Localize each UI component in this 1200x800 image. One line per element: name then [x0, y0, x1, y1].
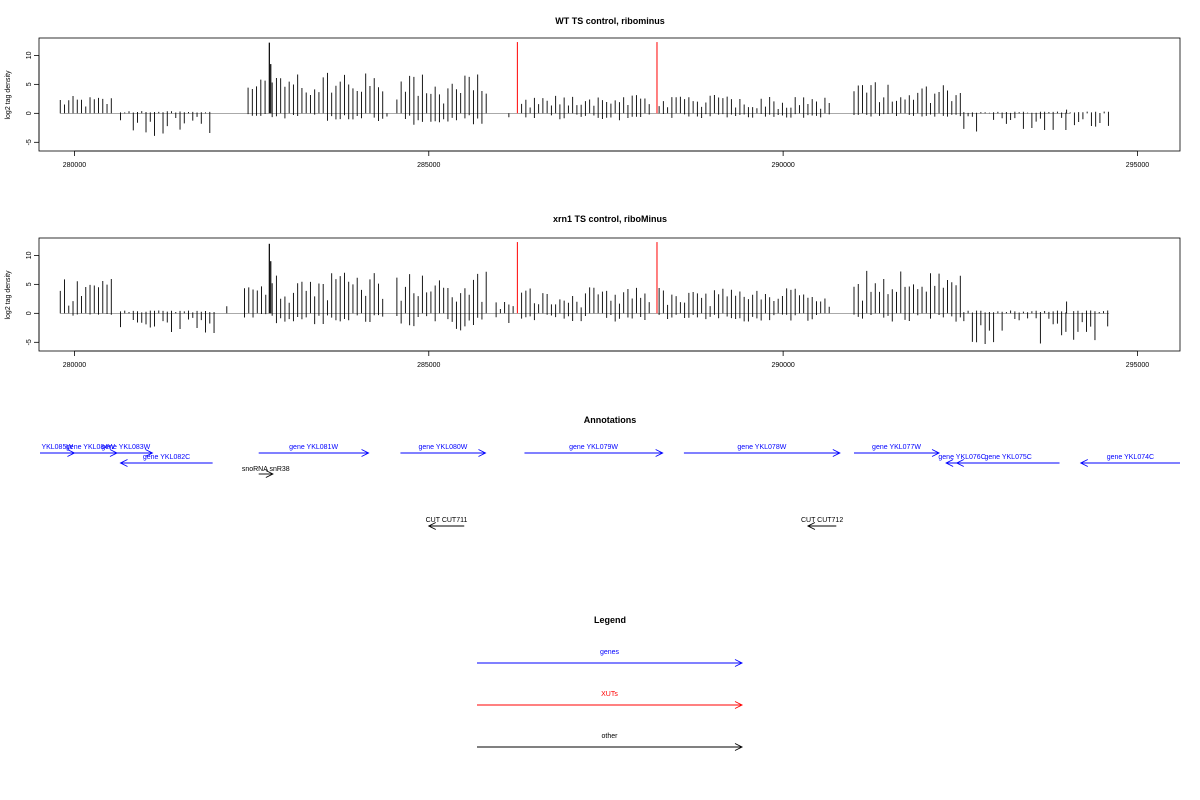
- y-axis: -5 0 5 10: [26, 251, 40, 345]
- coverage-marks: [59, 243, 1110, 345]
- legend-item: genes: [477, 649, 744, 667]
- coverage-marks: [59, 42, 1109, 136]
- annotation-feature: gene YKL074C: [1079, 454, 1180, 467]
- feature-label: gene YKL080W: [418, 444, 467, 451]
- legend-arrow-head: [734, 743, 744, 751]
- feature-arrow-head: [1079, 459, 1088, 467]
- annotation-feature: snoRNA snR38: [242, 466, 290, 478]
- annotation-feature: gene YKL078W: [683, 444, 841, 457]
- feature-label: gene YKL074C: [1107, 454, 1154, 461]
- feature-label: gene YKL077W: [872, 444, 921, 451]
- legend-arrow-head: [734, 701, 744, 709]
- legend-label: genes: [600, 649, 620, 656]
- feature-label: YKL085W: [41, 444, 73, 451]
- legend-items: genes XUTs other: [477, 649, 744, 751]
- panel-title: xrn1 TS control, riboMinus: [553, 214, 667, 224]
- panel-title: WT TS control, ribominus: [555, 16, 665, 26]
- y-axis-label: log2 tag density: [5, 270, 12, 320]
- legend-label: other: [602, 733, 619, 740]
- feature-label: CUT CUT711: [426, 517, 468, 524]
- annotation-feature: gene YKL075C: [955, 454, 1060, 467]
- x-tick-label: 280000: [63, 162, 86, 169]
- feature-arrow-head: [931, 449, 941, 457]
- x-axis: 280000 285000 290000 295000: [63, 150, 1149, 169]
- y-axis: -5 0 5 10: [26, 51, 40, 145]
- y-tick-label: 5: [26, 282, 33, 286]
- annotation-feature: CUT CUT711: [426, 517, 468, 530]
- y-tick-label: 10: [26, 51, 33, 59]
- annotation-feature: gene YKL080W: [400, 444, 487, 457]
- plot-frame: [38, 37, 1181, 152]
- plot-frame: [38, 237, 1181, 352]
- y-tick-label: 10: [26, 251, 33, 259]
- annotation-feature: gene YKL077W: [854, 444, 941, 457]
- xut-marker-lines: [516, 242, 658, 314]
- coverage-bars: [59, 72, 1109, 136]
- annotation-feature: gene YKL083W: [99, 444, 154, 457]
- y-tick-label: -5: [26, 339, 33, 345]
- x-tick-label: 285000: [417, 162, 440, 169]
- legend-label: XUTs: [601, 691, 618, 698]
- legend-item: other: [477, 733, 744, 751]
- feature-arrow-head: [478, 449, 487, 457]
- legend-arrow-head: [734, 659, 744, 667]
- x-tick-label: 280000: [63, 362, 86, 369]
- feature-label: gene YKL083W: [101, 444, 150, 451]
- feature-arrow-head: [955, 459, 964, 467]
- feature-label: gene YKL078W: [737, 444, 786, 451]
- feature-arrow-head: [427, 522, 436, 530]
- x-tick-label: 290000: [771, 362, 794, 369]
- feature-label: CUT CUT712: [801, 517, 843, 524]
- coverage-panel-wt: WT TS control, ribominus log2 tag densit…: [5, 16, 1181, 169]
- x-tick-label: 295000: [1126, 162, 1149, 169]
- feature-arrow-head: [655, 449, 664, 457]
- annotations-title: Annotations: [584, 415, 637, 425]
- xut-marker-lines: [516, 42, 658, 114]
- y-axis-label: log2 tag density: [5, 70, 12, 120]
- feature-label: gene YKL079W: [569, 444, 618, 451]
- feature-arrow-head: [832, 449, 841, 457]
- x-axis: 280000 285000 290000 295000: [63, 350, 1149, 369]
- y-tick-label: -5: [26, 139, 33, 145]
- feature-arrow-head: [806, 522, 816, 530]
- feature-label: gene YKL075C: [984, 454, 1031, 461]
- feature-arrow-head: [265, 470, 274, 478]
- feature-label: gene YKL084W: [66, 444, 115, 451]
- legend: Legend genes XUTs other: [477, 615, 744, 751]
- feature-arrow-head: [145, 449, 154, 457]
- coverage-panel-xrn1: xrn1 TS control, riboMinus log2 tag dens…: [5, 214, 1181, 369]
- feature-arrow-head: [945, 459, 954, 467]
- x-tick-label: 290000: [771, 162, 794, 169]
- annotation-feature: CUT CUT712: [801, 517, 843, 530]
- feature-arrow-head: [119, 459, 128, 467]
- legend-item: XUTs: [477, 691, 744, 709]
- feature-label: gene YKL081W: [289, 444, 338, 451]
- legend-title: Legend: [594, 615, 626, 625]
- x-tick-label: 295000: [1126, 362, 1149, 369]
- feature-label: gene YKL076C: [938, 454, 985, 461]
- coverage-bars: [59, 270, 1109, 345]
- annotation-feature: gene YKL079W: [524, 444, 664, 457]
- annotation-feature: gene YKL081W: [258, 444, 370, 457]
- x-tick-label: 285000: [417, 362, 440, 369]
- feature-label: gene YKL082C: [143, 454, 190, 461]
- y-tick-label: 0: [26, 111, 33, 115]
- y-tick-label: 5: [26, 82, 33, 86]
- feature-arrow-head: [361, 449, 370, 457]
- annotation-feature: gene YKL082C: [119, 454, 213, 467]
- y-tick-label: 0: [26, 311, 33, 315]
- feature-label: snoRNA snR38: [242, 466, 290, 473]
